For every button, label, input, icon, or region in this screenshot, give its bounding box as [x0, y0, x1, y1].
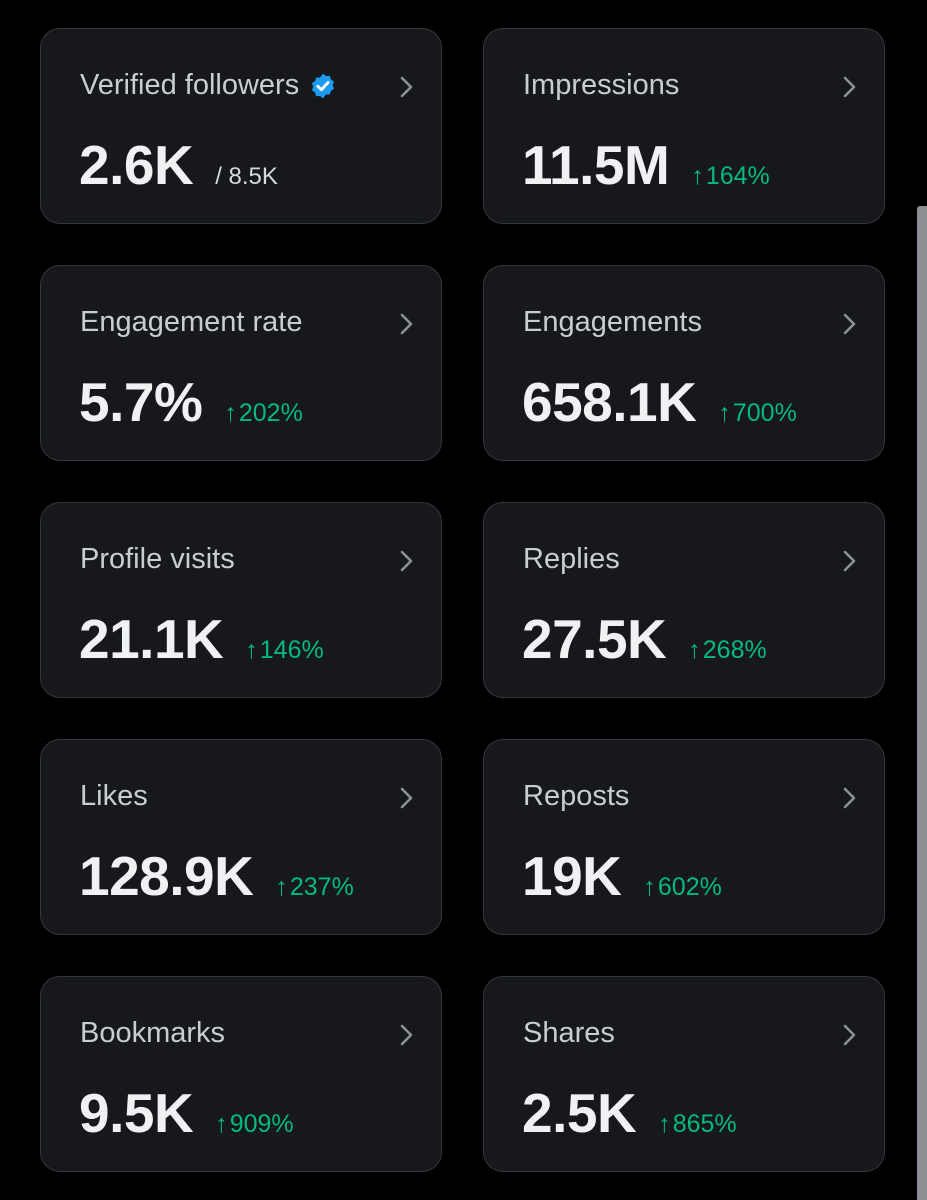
metric-label: Verified followers	[80, 69, 337, 102]
metric-change: ↑164%	[691, 162, 769, 191]
metric-value-row: 2.5K ↑865%	[522, 1081, 737, 1145]
up-arrow-icon: ↑	[658, 1110, 671, 1138]
metric-value-row: 5.7% ↑202%	[79, 370, 303, 434]
metric-change-value: 268%	[702, 636, 767, 664]
metric-card-impressions[interactable]: Impressions 11.5M ↑164%	[483, 28, 885, 224]
metric-label: Engagement rate	[80, 306, 303, 338]
metric-label: Impressions	[523, 69, 680, 101]
metric-value: 21.1K	[79, 608, 224, 670]
metric-change-value: 865%	[672, 1110, 737, 1138]
chevron-right-icon[interactable]	[395, 1021, 419, 1049]
metric-change: ↑865%	[658, 1110, 736, 1139]
metric-value-row: 19K ↑602%	[522, 844, 722, 908]
up-arrow-icon: ↑	[643, 873, 656, 901]
up-arrow-icon: ↑	[215, 1110, 228, 1138]
metric-value: 658.1K	[522, 371, 697, 433]
metric-change: ↑202%	[224, 399, 302, 428]
metric-value: 5.7%	[79, 371, 203, 433]
chevron-right-icon[interactable]	[838, 73, 862, 101]
metric-value-row: 11.5M ↑164%	[522, 133, 770, 197]
verified-badge-icon	[312, 73, 335, 98]
chevron-right-icon[interactable]	[395, 784, 419, 812]
metric-value-row: 128.9K ↑237%	[79, 844, 354, 908]
metric-value-row: 27.5K ↑268%	[522, 607, 767, 671]
up-arrow-icon: ↑	[691, 162, 704, 190]
chevron-right-icon[interactable]	[395, 310, 419, 338]
metric-label: Reposts	[523, 780, 630, 812]
metric-change-value: 700%	[732, 399, 797, 427]
metric-change-value: 164%	[705, 162, 770, 190]
metric-label: Engagements	[523, 306, 702, 338]
up-arrow-icon: ↑	[718, 399, 731, 427]
metric-card-engagements[interactable]: Engagements 658.1K ↑700%	[483, 265, 885, 461]
metric-change-value: 202%	[238, 399, 303, 427]
chevron-right-icon[interactable]	[838, 784, 862, 812]
metric-label: Profile visits	[80, 543, 235, 575]
metric-card-replies[interactable]: Replies 27.5K ↑268%	[483, 502, 885, 698]
up-arrow-icon: ↑	[245, 636, 258, 664]
metric-card-verified-followers[interactable]: Verified followers 2.6K / 8.5K	[40, 28, 442, 224]
metric-label: Shares	[523, 1017, 615, 1049]
up-arrow-icon: ↑	[688, 636, 701, 664]
metric-change: ↑909%	[215, 1110, 293, 1139]
metric-change-value: 602%	[657, 873, 722, 901]
metric-value: 11.5M	[522, 134, 670, 196]
up-arrow-icon: ↑	[224, 399, 237, 427]
metric-value-row: 21.1K ↑146%	[79, 607, 324, 671]
chevron-right-icon[interactable]	[395, 547, 419, 575]
chevron-right-icon[interactable]	[838, 1021, 862, 1049]
metric-card-bookmarks[interactable]: Bookmarks 9.5K ↑909%	[40, 976, 442, 1172]
metric-label: Replies	[523, 543, 620, 575]
metric-change: ↑700%	[718, 399, 796, 428]
chevron-right-icon[interactable]	[395, 73, 419, 101]
metric-card-likes[interactable]: Likes 128.9K ↑237%	[40, 739, 442, 935]
chevron-right-icon[interactable]	[838, 547, 862, 575]
metric-value: 2.5K	[522, 1082, 637, 1144]
up-arrow-icon: ↑	[275, 873, 288, 901]
metric-value: 128.9K	[79, 845, 254, 907]
metric-value-row: 2.6K / 8.5K	[79, 133, 278, 197]
metric-card-reposts[interactable]: Reposts 19K ↑602%	[483, 739, 885, 935]
metric-value: 19K	[522, 845, 622, 907]
metric-value: 27.5K	[522, 608, 667, 670]
metric-change-value: 909%	[229, 1110, 294, 1138]
metric-value: 2.6K	[79, 134, 194, 196]
metric-value-row: 9.5K ↑909%	[79, 1081, 294, 1145]
metric-card-shares[interactable]: Shares 2.5K ↑865%	[483, 976, 885, 1172]
metric-change: ↑268%	[688, 636, 766, 665]
metric-card-engagement-rate[interactable]: Engagement rate 5.7% ↑202%	[40, 265, 442, 461]
metric-label: Bookmarks	[80, 1017, 226, 1049]
metric-change: ↑146%	[245, 636, 323, 665]
metric-value-row: 658.1K ↑700%	[522, 370, 797, 434]
metric-card-profile-visits[interactable]: Profile visits 21.1K ↑146%	[40, 502, 442, 698]
metric-change: ↑237%	[275, 873, 353, 902]
metric-total: / 8.5K	[215, 163, 278, 190]
metric-change-value: 237%	[289, 873, 354, 901]
metric-value: 9.5K	[79, 1082, 194, 1144]
metric-change: ↑602%	[643, 873, 721, 902]
metric-label-text: Verified followers	[80, 69, 300, 101]
metric-change-value: 146%	[259, 636, 324, 664]
metric-label: Likes	[80, 780, 148, 812]
scrollbar[interactable]	[917, 206, 927, 1200]
chevron-right-icon[interactable]	[838, 310, 862, 338]
